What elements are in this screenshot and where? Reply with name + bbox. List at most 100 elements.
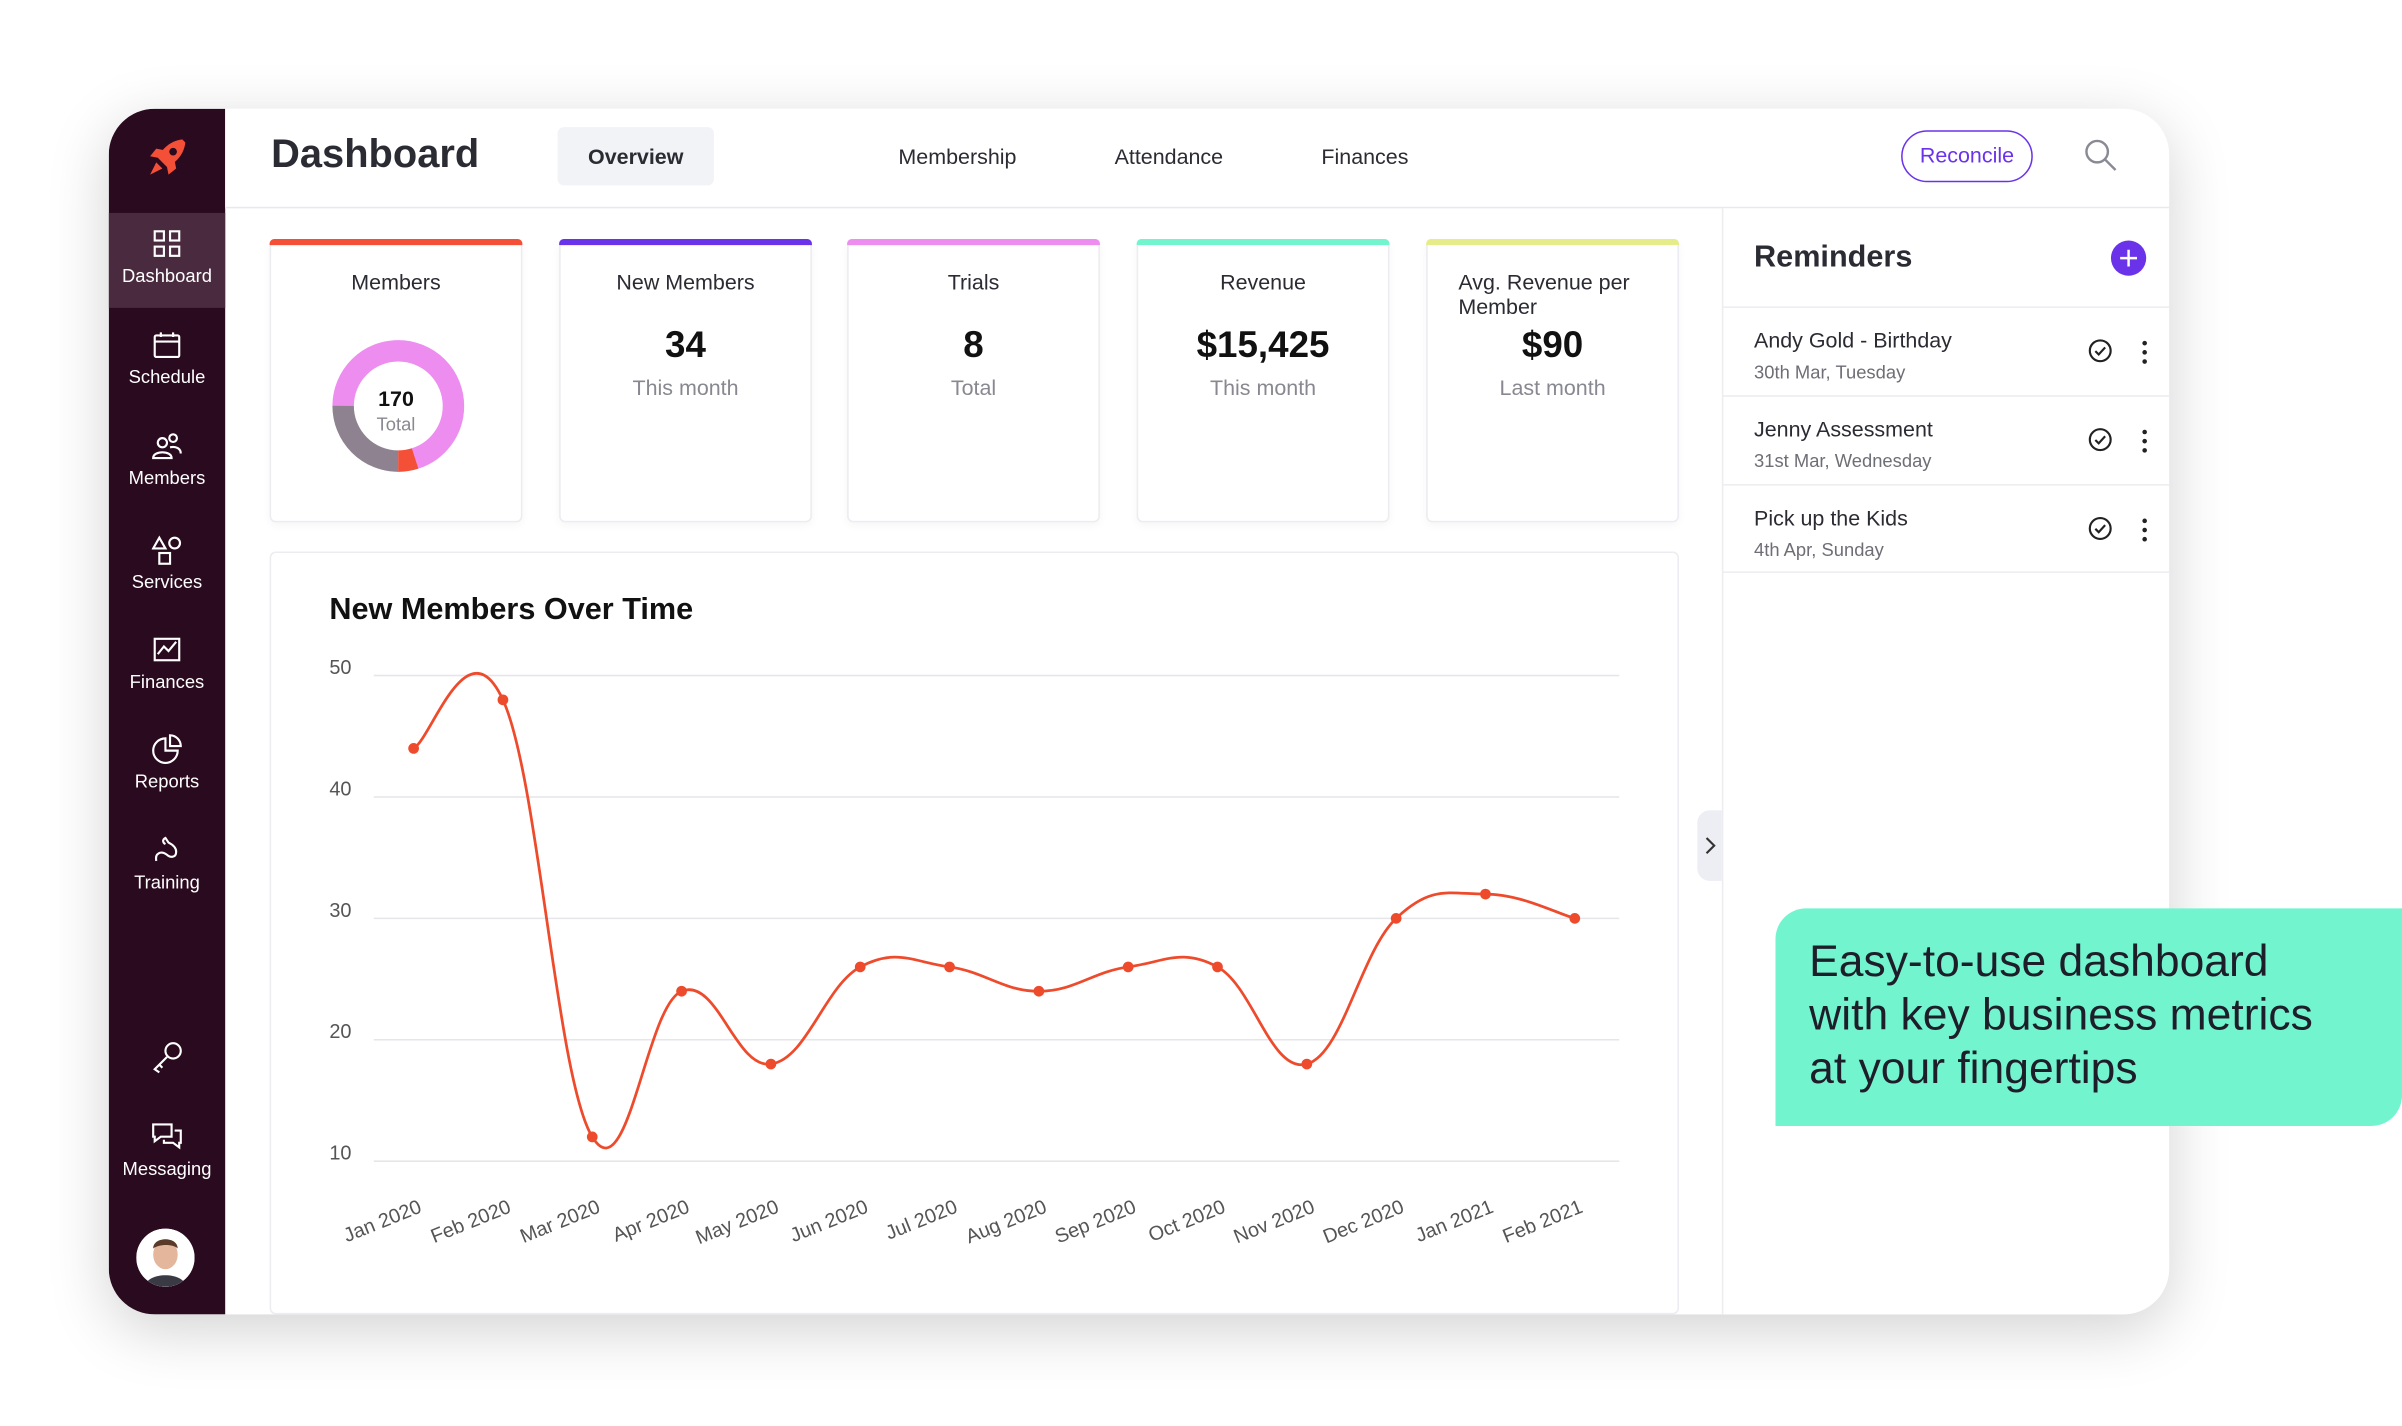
stat-card-trials: Trials 8 Total <box>847 238 1100 523</box>
card-subtitle: Total <box>950 375 997 400</box>
reconcile-button[interactable]: Reconcile <box>1901 130 2033 183</box>
user-avatar-icon <box>136 1228 195 1287</box>
x-tick-label: Feb 2021 <box>1500 1196 1586 1248</box>
x-tick-label: Apr 2020 <box>609 1196 692 1247</box>
card-accent-bar <box>1136 238 1390 246</box>
plus-icon <box>2120 249 2138 267</box>
card-accent-bar <box>269 238 523 246</box>
reminders-title: Reminders <box>1754 240 1913 275</box>
panel-toggle-handle[interactable] <box>1697 810 1722 881</box>
calendar-icon <box>153 332 181 359</box>
reminder-item[interactable]: Jenny Assessment 31st Mar, Wednesday <box>1723 395 2170 484</box>
sidebar-item-finances[interactable]: Finances <box>109 619 225 714</box>
data-point <box>586 1131 598 1143</box>
sidebar-item-label: Messaging <box>122 1158 212 1180</box>
add-reminder-button[interactable] <box>2110 240 2147 276</box>
reminder-date: 31st Mar, Wednesday <box>1754 450 1932 472</box>
x-tick-label: May 2020 <box>693 1196 782 1249</box>
avatar[interactable] <box>136 1228 195 1287</box>
reminder-item[interactable]: Pick up the Kids 4th Apr, Sunday <box>1723 484 2170 573</box>
data-point <box>676 985 687 997</box>
sidebar-item-schedule[interactable]: Schedule <box>109 314 225 409</box>
card-title: New Members <box>616 269 755 295</box>
x-tick-label: Dec 2020 <box>1320 1196 1407 1248</box>
x-tick-label: Aug 2020 <box>963 1196 1050 1248</box>
sidebar: Dashboard Schedule Members Services <box>108 108 226 1315</box>
tab-overview[interactable]: Overview <box>557 127 714 186</box>
sidebar-item-label: Services <box>131 571 203 593</box>
sidebar-item-label: Reports <box>134 770 200 792</box>
data-point <box>1390 913 1402 924</box>
x-tick-label: Mar 2020 <box>517 1196 603 1248</box>
reminder-name: Jenny Assessment <box>1754 416 1933 442</box>
new-members-line-chart: 10 20 30 40 50 Jan 2020 Feb 2020 Mar 2020 Apr 20… <box>329 657 1620 1249</box>
sidebar-item-messaging[interactable]: Messaging <box>109 1106 225 1201</box>
chat-bubble-icon <box>2163 1307 2169 1315</box>
grid-icon <box>153 230 181 257</box>
data-point <box>765 1058 777 1070</box>
data-point <box>1212 961 1223 973</box>
sidebar-item-label: Dashboard <box>122 265 212 287</box>
reminder-item[interactable]: Andy Gold - Birthday 30th Mar, Tuesday <box>1723 306 2170 395</box>
check-circle-icon[interactable] <box>2088 339 2113 364</box>
key-icon <box>153 1042 182 1074</box>
card-subtitle: This month <box>632 375 739 400</box>
tab-attendance[interactable]: Attendance <box>1114 143 1224 169</box>
reminders-panel: Reminders Andy Gold - Birthday 30th Mar,… <box>1721 208 2170 1315</box>
card-accent-bar <box>559 238 812 246</box>
x-tick-label: Jan 2021 <box>1412 1196 1496 1247</box>
card-title: Members <box>351 269 441 295</box>
data-point <box>497 694 509 706</box>
more-options-icon[interactable] <box>2140 427 2149 455</box>
x-tick-label: Sep 2020 <box>1052 1196 1139 1248</box>
tab-finances[interactable]: Finances <box>1321 143 1409 169</box>
sidebar-item-services[interactable]: Services <box>109 519 225 614</box>
chart-icon <box>153 637 181 662</box>
sidebar-item-reports[interactable]: Reports <box>109 718 225 813</box>
donut-segment-2 <box>332 340 465 472</box>
card-subtitle: Last month <box>1499 375 1606 400</box>
data-point <box>854 961 866 973</box>
data-point <box>408 743 419 754</box>
sidebar-item-members[interactable]: Members <box>109 415 225 510</box>
x-tick-label: Nov 2020 <box>1231 1196 1318 1248</box>
callout-text: Easy-to-use dashboard with key business … <box>1809 937 2313 1094</box>
app-window: Dashboard Schedule Members Services <box>108 108 2170 1315</box>
card-value: 34 <box>665 324 706 367</box>
chevron-right-icon <box>1705 837 1716 855</box>
arm-icon <box>154 836 178 862</box>
series-line <box>412 671 1576 1150</box>
y-tick-label: 30 <box>329 900 351 922</box>
more-options-icon[interactable] <box>2140 516 2149 544</box>
chart-title: New Members Over Time <box>329 592 694 627</box>
search-icon[interactable] <box>2082 136 2119 173</box>
sidebar-item-key[interactable] <box>109 1025 225 1086</box>
tab-membership[interactable]: Membership <box>898 143 1017 169</box>
sidebar-item-label: Members <box>128 467 206 489</box>
chart-panel: New Members Over Time 10 20 30 40 50 Jan 2020… <box>269 551 1679 1315</box>
card-value: $90 <box>1521 324 1584 367</box>
card-value: $15,425 <box>1196 324 1330 367</box>
card-title: Revenue <box>1220 269 1306 295</box>
stat-card-members: Members 170 Total <box>269 238 523 523</box>
top-bar: Dashboard Overview Membership Attendance… <box>225 108 2170 209</box>
users-icon <box>152 433 182 460</box>
card-accent-bar <box>1426 238 1679 246</box>
data-point <box>1301 1058 1313 1070</box>
check-circle-icon[interactable] <box>2088 427 2113 452</box>
chat-launcher-button[interactable] <box>2163 1306 2170 1315</box>
donut-total-label: Total <box>376 413 416 436</box>
sidebar-item-training[interactable]: Training <box>109 820 225 915</box>
x-tick-label: Feb 2020 <box>428 1196 514 1248</box>
sidebar-item-dashboard[interactable]: Dashboard <box>108 212 226 308</box>
sidebar-item-label: Schedule <box>128 366 206 388</box>
card-value: 8 <box>963 324 984 367</box>
x-tick-label: Oct 2020 <box>1145 1196 1228 1247</box>
card-accent-bar <box>847 238 1100 246</box>
x-tick-label: Jun 2020 <box>787 1196 871 1247</box>
rocket-icon[interactable] <box>142 133 191 182</box>
donut-segment-1 <box>332 340 465 472</box>
more-options-icon[interactable] <box>2140 339 2149 367</box>
data-point <box>1480 888 1491 900</box>
check-circle-icon[interactable] <box>2088 516 2113 541</box>
